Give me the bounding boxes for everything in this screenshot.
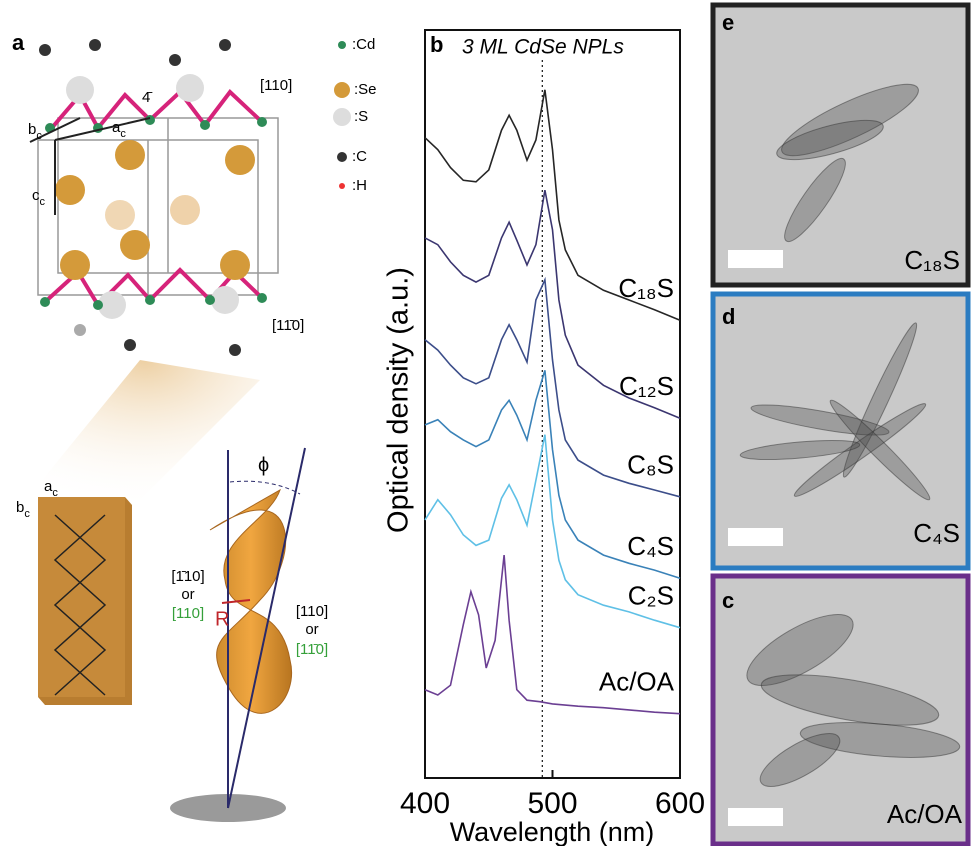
- legend: :Cd :Se :S :C :H: [333, 36, 377, 194]
- legend-item: :Cd: [352, 36, 375, 53]
- series-label: C₈S: [627, 450, 674, 480]
- panel-label: a: [12, 30, 25, 55]
- series-label: C₂S: [628, 581, 674, 611]
- x-tick-label: 400: [400, 787, 450, 820]
- chart-title: 3 ML CdSe NPLs: [462, 36, 624, 59]
- symmetry-label: 4̄: [142, 89, 152, 106]
- legend-item: :H: [352, 177, 367, 194]
- series-label: C₄S: [627, 531, 674, 561]
- slab-face: [38, 497, 125, 697]
- series-label: C₁₂S: [619, 371, 674, 401]
- panel-a: a bc ac cc 4̄ [110] [11̄0]: [12, 30, 377, 822]
- direction-label: [1̄10]: [171, 568, 204, 585]
- sample-label: Ac/OA: [887, 799, 963, 829]
- x-axis-label: Wavelength (nm): [450, 817, 655, 846]
- panel-label: c: [722, 588, 734, 613]
- axis-label: b: [28, 121, 36, 138]
- y-axis-label: Optical density (a.u.): [383, 267, 415, 533]
- panel-label: e: [722, 10, 734, 35]
- panel-e: e C₁₈S: [713, 5, 968, 285]
- axis-label-sub: c: [24, 508, 30, 520]
- direction-label: [110]: [296, 603, 328, 620]
- legend-item: :Se: [354, 81, 377, 98]
- radius-label: R: [215, 608, 229, 630]
- legend-item: :C: [352, 148, 367, 165]
- sample-label: C₄S: [913, 518, 960, 548]
- axis-label-sub: c: [120, 128, 126, 140]
- sample-label: C₁₈S: [904, 245, 960, 275]
- direction-label: or: [305, 621, 318, 638]
- panel-d: d C₄S: [713, 294, 968, 568]
- axis-label: bc: [16, 499, 30, 520]
- scale-bar: [728, 250, 783, 268]
- series-label: Ac/OA: [599, 667, 675, 697]
- axis-label: cc: [32, 187, 46, 208]
- x-tick-label: 500: [527, 787, 577, 820]
- legend-item: :S: [354, 108, 368, 125]
- scale-bar: [728, 808, 783, 826]
- axis-label: b: [16, 499, 24, 516]
- direction-label: [110]: [260, 77, 292, 94]
- angle-label: ϕ: [258, 454, 269, 476]
- axis-label-sub: c: [52, 487, 58, 499]
- zoom-beam: [30, 360, 260, 510]
- direction-label: [11̄0]: [296, 641, 328, 658]
- angle-arc: [230, 481, 300, 494]
- axis-label: ac: [112, 119, 126, 140]
- panel-b: b 3 ML CdSe NPLs Wavelength (nm) Optical…: [383, 30, 705, 846]
- scale-bar: [728, 528, 783, 546]
- panel-c: c Ac/OA: [713, 576, 968, 844]
- direction-label: [110]: [172, 605, 204, 622]
- panel-label: b: [430, 32, 443, 57]
- direction-label: or: [181, 586, 194, 603]
- axis-label-sub: c: [40, 196, 46, 208]
- axis-label-sub: c: [36, 130, 42, 142]
- series-label: C₁₈S: [618, 273, 674, 303]
- panel-label: d: [722, 304, 735, 329]
- direction-label: [11̄0]: [272, 317, 304, 334]
- helix: [210, 490, 292, 713]
- figure: a bc ac cc 4̄ [110] [11̄0]: [0, 0, 973, 846]
- atoms: [39, 39, 267, 356]
- x-tick-label: 600: [655, 787, 705, 820]
